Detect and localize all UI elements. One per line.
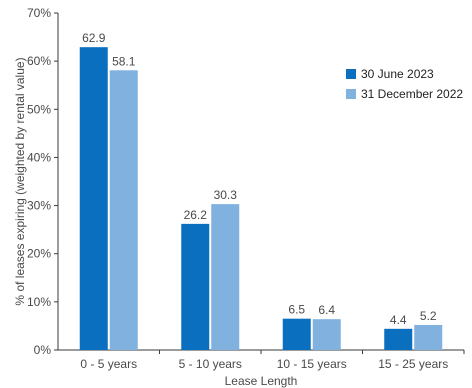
y-tick-label: 60% (27, 54, 51, 68)
x-axis-ticks: 0 - 5 years 5 - 10 years 10 - 15 years 15 -… (80, 350, 465, 371)
x-tick-label: 0 - 5 years (80, 357, 137, 371)
bar (312, 319, 341, 350)
y-tick-label: 50% (27, 102, 51, 116)
legend-swatch (346, 69, 356, 79)
x-tick-label: 5 - 10 years (179, 357, 242, 371)
data-label: 6.4 (318, 303, 335, 317)
data-label: 5.2 (420, 309, 437, 323)
bar (109, 70, 138, 350)
legend: 30 June 2023 31 December 2022 (346, 67, 463, 101)
x-axis-title: Lease Length (225, 374, 298, 388)
x-tick-label: 15 - 25 years (378, 357, 448, 371)
y-tick-label: 0% (34, 343, 52, 357)
bar (384, 328, 413, 350)
data-label: 4.4 (390, 313, 407, 327)
legend-swatch (346, 89, 356, 99)
legend-label: 31 December 2022 (361, 87, 463, 101)
legend-label: 30 June 2023 (361, 67, 434, 81)
bar (181, 223, 210, 350)
y-tick-label: 20% (27, 247, 51, 261)
data-label: 26.2 (184, 208, 208, 222)
y-tick-label: 10% (27, 295, 51, 309)
y-tick-label: 70% (27, 6, 51, 20)
x-tick-label: 10 - 15 years (277, 357, 347, 371)
data-label: 6.5 (288, 303, 305, 317)
bar (79, 47, 108, 350)
data-label: 58.1 (112, 54, 136, 68)
data-label: 30.3 (214, 188, 238, 202)
bar (414, 324, 443, 350)
data-label: 62.9 (82, 31, 106, 45)
bar (211, 204, 240, 350)
bars: 62.9 58.1 26.2 30.3 6.5 6.4 4.4 5.2 (79, 31, 443, 350)
y-axis-ticks: 0% 10% 20% 30% 40% 50% 60% 70% (27, 6, 58, 357)
y-tick-label: 30% (27, 199, 51, 213)
y-axis-title: % of leases expiring (weighted by rental… (13, 57, 27, 305)
bar (282, 318, 311, 350)
y-tick-label: 40% (27, 150, 51, 164)
